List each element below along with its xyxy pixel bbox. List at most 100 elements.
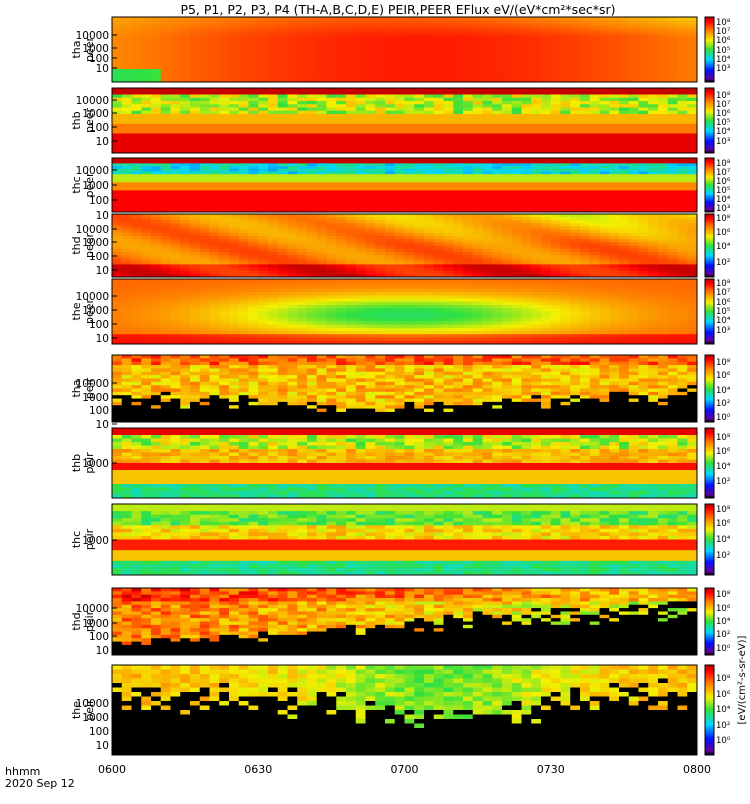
spectrogram-cell <box>171 121 181 125</box>
spectrogram-cell <box>356 220 366 224</box>
spectrogram-cell <box>629 27 639 31</box>
spectrogram-cell <box>180 163 190 166</box>
spectrogram-cell <box>473 204 483 207</box>
spectrogram-cell <box>473 190 483 193</box>
spectrogram-cell <box>453 214 463 218</box>
spectrogram-cell <box>239 252 249 256</box>
spectrogram-cell <box>161 308 171 312</box>
spectrogram-cell <box>132 201 142 204</box>
spectrogram-cell <box>278 76 288 80</box>
spectrogram-cell <box>414 261 424 265</box>
spectrogram-cell <box>502 258 512 262</box>
spectrogram-cell <box>551 193 561 196</box>
spectrogram-cell <box>229 20 239 24</box>
spectrogram-cell <box>463 143 473 147</box>
spectrogram-cell <box>668 137 678 141</box>
spectrogram-cell <box>473 43 483 47</box>
spectrogram-cell <box>551 147 561 151</box>
spectrogram-cell <box>492 69 502 73</box>
spectrogram-cell <box>541 17 551 21</box>
spectrogram-cell <box>600 66 610 70</box>
spectrogram-cell <box>639 50 649 54</box>
spectrogram-cell <box>239 40 249 44</box>
spectrogram-cell <box>307 268 317 272</box>
spectrogram-cell <box>434 72 444 76</box>
spectrogram-cell <box>541 137 551 141</box>
spectrogram-cell <box>317 43 327 47</box>
spectrogram-cell <box>258 111 268 115</box>
spectrogram-cell <box>424 199 434 202</box>
spectrogram-cell <box>366 117 376 121</box>
spectrogram-cell <box>678 174 688 177</box>
spectrogram-cell <box>307 130 317 134</box>
spectrogram-cell <box>346 230 356 234</box>
spectrogram-cell <box>414 172 424 175</box>
spectrogram-cell <box>463 91 473 95</box>
spectrogram-cell <box>414 207 424 210</box>
spectrogram-cell <box>268 147 278 151</box>
spectrogram-cell <box>483 169 493 172</box>
spectrogram-cell <box>551 249 561 253</box>
spectrogram-cell <box>258 268 268 272</box>
spectrogram-cell <box>492 242 502 246</box>
spectrogram-cell <box>346 147 356 151</box>
spectrogram-cell <box>551 223 561 227</box>
spectrogram-cell <box>453 143 463 147</box>
spectrogram-cell <box>687 180 697 183</box>
spectrogram-cell <box>678 163 688 166</box>
spectrogram-cell <box>541 193 551 196</box>
spectrogram-cell <box>609 193 619 196</box>
spectrogram-cell <box>210 143 220 147</box>
spectrogram-cell <box>453 180 463 183</box>
spectrogram-cell <box>171 207 181 210</box>
spectrogram-cell <box>619 127 629 131</box>
spectrogram-cell <box>268 204 278 207</box>
spectrogram-cell <box>492 188 502 191</box>
spectrogram-cell <box>336 180 346 183</box>
spectrogram-cell <box>463 227 473 231</box>
spectrogram-cell <box>375 127 385 131</box>
spectrogram-cell <box>161 258 171 262</box>
spectrogram-cell <box>590 108 600 112</box>
spectrogram-cell <box>141 236 151 240</box>
spectrogram-cell <box>122 63 132 67</box>
spectrogram-cell <box>687 27 697 31</box>
spectrogram-cell <box>249 214 259 218</box>
spectrogram-cell <box>180 88 190 92</box>
spectrogram-cell <box>268 177 278 180</box>
spectrogram-cell <box>288 180 298 183</box>
spectrogram-cell <box>483 223 493 227</box>
spectrogram-cell <box>609 43 619 47</box>
spectrogram-cell <box>327 53 337 57</box>
spectrogram-cell <box>600 50 610 54</box>
spectrogram-cell <box>268 117 278 121</box>
spectrogram-cell <box>551 95 561 99</box>
spectrogram-cell <box>385 177 395 180</box>
spectrogram-cell <box>385 190 395 193</box>
spectrogram-cell <box>112 236 122 240</box>
spectrogram-cell <box>210 264 220 268</box>
spectrogram-cell <box>639 33 649 37</box>
spectrogram-cell <box>190 20 200 24</box>
spectrogram-cell <box>151 196 161 199</box>
spectrogram-cell <box>414 66 424 70</box>
spectrogram-cell <box>609 207 619 210</box>
spectrogram-cell <box>356 111 366 115</box>
spectrogram-cell <box>395 193 405 196</box>
spectrogram-cell <box>580 185 590 188</box>
spectrogram-cell <box>141 76 151 80</box>
spectrogram-cell <box>561 246 571 250</box>
spectrogram-cell <box>678 56 688 60</box>
spectrogram-cell <box>424 201 434 204</box>
spectrogram-cell <box>258 207 268 210</box>
spectrogram-cell <box>668 134 678 138</box>
spectrogram-cell <box>180 227 190 231</box>
spectrogram-cell <box>112 196 122 199</box>
spectrogram-cell <box>609 46 619 50</box>
spectrogram-cell <box>561 233 571 237</box>
spectrogram-cell <box>200 53 210 57</box>
spectrogram-cell <box>375 172 385 175</box>
spectrogram-cell <box>619 104 629 108</box>
spectrogram-cell <box>580 24 590 28</box>
